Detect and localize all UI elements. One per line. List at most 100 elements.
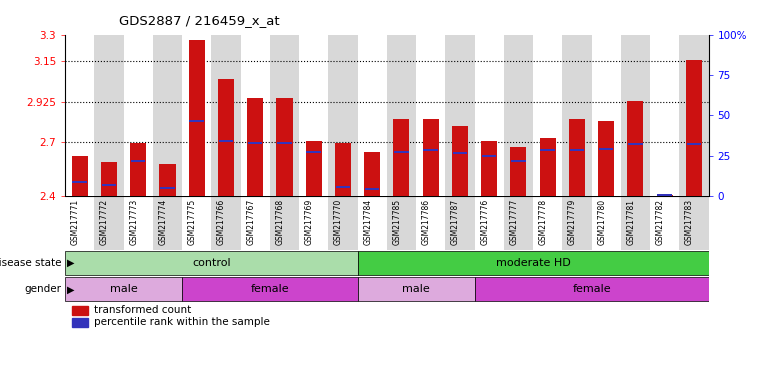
Bar <box>270 35 299 196</box>
Bar <box>101 162 117 196</box>
Bar <box>188 40 205 196</box>
Bar <box>189 119 204 122</box>
Bar <box>628 143 643 145</box>
Bar <box>591 35 620 196</box>
Bar <box>358 196 387 250</box>
Bar <box>656 195 673 196</box>
Bar <box>71 306 87 315</box>
Bar <box>416 35 445 196</box>
Bar <box>123 196 153 250</box>
Bar <box>336 186 350 188</box>
Bar <box>247 98 264 196</box>
Text: male: male <box>402 284 430 295</box>
Text: GSM217787: GSM217787 <box>451 199 460 245</box>
Bar <box>650 196 679 250</box>
Bar <box>394 151 409 153</box>
Bar <box>620 35 650 196</box>
Bar <box>482 156 496 157</box>
Bar <box>657 194 672 196</box>
Bar <box>299 35 329 196</box>
Bar <box>599 148 614 150</box>
Text: GSM217782: GSM217782 <box>656 199 665 245</box>
Bar <box>475 196 504 250</box>
Bar <box>620 196 650 250</box>
Bar <box>131 160 146 162</box>
Bar <box>306 141 322 196</box>
Text: ▶: ▶ <box>67 284 74 295</box>
Bar <box>299 196 329 250</box>
Bar <box>123 35 153 196</box>
Bar <box>160 187 175 189</box>
Bar <box>453 152 467 154</box>
Bar <box>248 142 263 144</box>
Bar <box>241 35 270 196</box>
FancyBboxPatch shape <box>182 277 358 301</box>
Bar <box>394 119 410 196</box>
Text: GSM217781: GSM217781 <box>627 199 636 245</box>
Bar <box>569 119 585 196</box>
Text: GSM217777: GSM217777 <box>509 199 519 245</box>
Text: GSM217785: GSM217785 <box>392 199 401 245</box>
Bar <box>627 101 643 196</box>
Bar <box>533 196 562 250</box>
Text: GSM217769: GSM217769 <box>305 199 314 245</box>
Bar <box>73 181 87 184</box>
Bar <box>504 196 533 250</box>
Bar <box>335 143 351 196</box>
Bar <box>562 35 591 196</box>
Text: percentile rank within the sample: percentile rank within the sample <box>94 317 270 327</box>
Text: GSM217770: GSM217770 <box>334 199 343 245</box>
Bar <box>481 141 497 196</box>
Bar <box>679 35 709 196</box>
FancyBboxPatch shape <box>65 277 182 301</box>
Text: GSM217766: GSM217766 <box>217 199 226 245</box>
Bar <box>416 196 445 250</box>
Bar <box>159 164 175 196</box>
Bar <box>71 318 87 327</box>
Bar <box>153 35 182 196</box>
Bar <box>686 60 702 196</box>
Text: GSM217783: GSM217783 <box>685 199 694 245</box>
Text: GDS2887 / 216459_x_at: GDS2887 / 216459_x_at <box>119 14 280 27</box>
Text: GSM217778: GSM217778 <box>538 199 548 245</box>
Bar <box>445 35 475 196</box>
Bar <box>562 196 591 250</box>
Text: GSM217784: GSM217784 <box>363 199 372 245</box>
Text: GSM217776: GSM217776 <box>480 199 489 245</box>
Bar <box>72 156 88 196</box>
Text: GSM217780: GSM217780 <box>597 199 606 245</box>
Bar <box>329 35 358 196</box>
FancyBboxPatch shape <box>475 277 709 301</box>
Bar <box>270 196 299 250</box>
Text: GSM217772: GSM217772 <box>100 199 109 245</box>
Bar <box>679 196 709 250</box>
Text: GSM217767: GSM217767 <box>246 199 255 245</box>
Bar <box>65 196 94 250</box>
Bar <box>182 35 211 196</box>
Text: disease state: disease state <box>0 258 61 268</box>
Bar <box>241 196 270 250</box>
Text: GSM217771: GSM217771 <box>70 199 80 245</box>
Bar <box>277 142 292 144</box>
Bar <box>424 149 438 151</box>
Text: ▶: ▶ <box>67 258 74 268</box>
Bar <box>358 35 387 196</box>
Text: gender: gender <box>25 284 61 295</box>
Bar <box>445 196 475 250</box>
Bar <box>277 98 293 196</box>
Bar <box>329 196 358 250</box>
Text: GSM217774: GSM217774 <box>159 199 168 245</box>
Bar <box>387 35 416 196</box>
Bar <box>511 160 525 162</box>
Text: female: female <box>250 284 289 295</box>
Bar <box>306 151 321 153</box>
Text: GSM217768: GSM217768 <box>276 199 284 245</box>
Bar <box>540 139 556 196</box>
Text: GSM217786: GSM217786 <box>422 199 430 245</box>
Text: female: female <box>572 284 611 295</box>
Text: GSM217773: GSM217773 <box>129 199 138 245</box>
Bar <box>94 35 123 196</box>
Bar <box>130 143 146 196</box>
Bar <box>686 143 701 145</box>
Bar <box>533 35 562 196</box>
